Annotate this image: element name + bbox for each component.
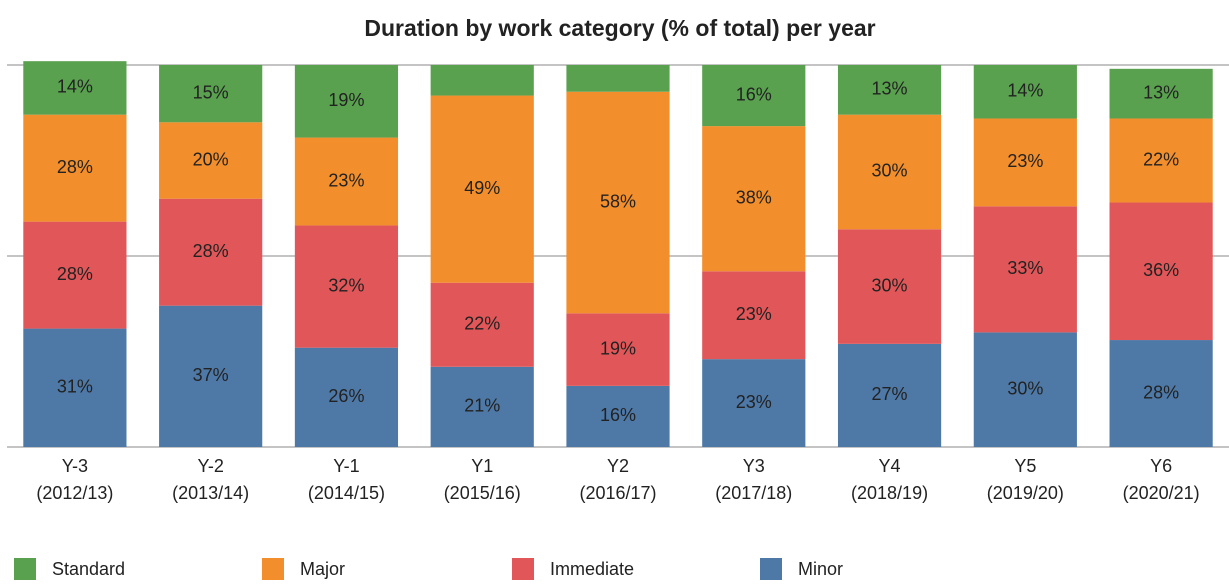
data-label: 19% xyxy=(600,338,636,358)
legend-label: Immediate xyxy=(550,559,634,579)
bar-segment xyxy=(430,282,534,367)
chart-title: Duration by work category (% of total) p… xyxy=(364,15,875,41)
data-label: 14% xyxy=(1007,80,1043,100)
x-tick-label: Y-2 xyxy=(197,456,223,476)
x-tick-label: (2013/14) xyxy=(172,483,249,503)
bar-segment xyxy=(837,343,942,447)
data-label: 23% xyxy=(736,304,772,324)
bar-segment xyxy=(23,61,127,115)
bar-segment xyxy=(566,65,670,92)
data-label: 30% xyxy=(872,275,908,295)
data-label: 16% xyxy=(736,84,772,104)
bar-segment xyxy=(294,137,399,226)
x-tick-label: (2014/15) xyxy=(308,483,385,503)
data-label: 28% xyxy=(57,264,93,284)
legend-label: Major xyxy=(300,559,345,579)
data-label: 19% xyxy=(328,90,364,110)
data-label: 22% xyxy=(464,314,500,334)
data-label: 23% xyxy=(736,392,772,412)
bar-segment xyxy=(702,126,806,272)
bar-segment xyxy=(430,95,534,283)
bar-segment xyxy=(430,366,534,447)
data-label: 28% xyxy=(57,157,93,177)
data-label: 22% xyxy=(1143,149,1179,169)
data-label: 16% xyxy=(600,405,636,425)
data-label: 26% xyxy=(328,386,364,406)
x-tick-label: (2019/20) xyxy=(987,483,1064,503)
bar-segment xyxy=(702,271,806,360)
data-label: 32% xyxy=(328,275,364,295)
bar-segment xyxy=(973,332,1077,447)
data-label: 15% xyxy=(193,82,229,102)
x-tick-label: Y3 xyxy=(743,456,765,476)
bar-segment xyxy=(23,328,127,447)
x-tick-label: Y2 xyxy=(607,456,629,476)
x-tick-label: (2018/19) xyxy=(851,483,928,503)
bar-segment xyxy=(973,206,1077,333)
legend-swatch xyxy=(512,558,534,580)
bar-segment xyxy=(159,198,263,306)
bar-segment xyxy=(566,91,670,314)
bar-segment xyxy=(1109,118,1213,203)
x-tick-label: Y6 xyxy=(1150,456,1172,476)
bar-segment xyxy=(702,65,806,127)
legend-label: Minor xyxy=(798,559,843,579)
bar-segment xyxy=(1109,68,1213,119)
bar-segment xyxy=(430,65,534,96)
x-tick-label: Y5 xyxy=(1014,456,1036,476)
x-tick-label: (2017/18) xyxy=(715,483,792,503)
bar-segment xyxy=(566,313,670,386)
bar-segment xyxy=(159,122,263,199)
bar-segment xyxy=(1109,340,1213,447)
data-label: 28% xyxy=(1143,382,1179,402)
bar-segment xyxy=(973,118,1077,207)
bar-segment xyxy=(23,114,127,222)
data-label: 37% xyxy=(193,365,229,385)
data-label: 31% xyxy=(57,377,93,397)
legend-swatch xyxy=(760,558,782,580)
data-label: 30% xyxy=(872,161,908,181)
bar-segment xyxy=(1109,202,1213,341)
bar-segment xyxy=(837,114,942,230)
x-tick-label: (2012/13) xyxy=(36,483,113,503)
data-label: 23% xyxy=(1007,151,1043,171)
data-label: 21% xyxy=(464,396,500,416)
bar-segment xyxy=(294,347,399,447)
bar-segment xyxy=(837,65,942,115)
x-tick-label: Y-1 xyxy=(333,456,359,476)
data-label: 27% xyxy=(872,384,908,404)
data-label: 28% xyxy=(193,241,229,261)
bar-segment xyxy=(702,359,806,447)
legend-swatch xyxy=(262,558,284,580)
data-label: 38% xyxy=(736,187,772,207)
legend-swatch xyxy=(14,558,36,580)
data-label: 49% xyxy=(464,178,500,198)
bar-segment xyxy=(159,305,263,447)
x-tick-label: Y1 xyxy=(471,456,493,476)
bar-segment xyxy=(973,65,1077,119)
data-label: 30% xyxy=(1007,378,1043,398)
bar-segment xyxy=(837,229,942,344)
data-label: 13% xyxy=(872,79,908,99)
data-label: 58% xyxy=(600,191,636,211)
bar-segment xyxy=(23,221,127,329)
x-tick-label: (2015/16) xyxy=(444,483,521,503)
data-label: 13% xyxy=(1143,82,1179,102)
bar-segment xyxy=(159,65,263,123)
x-tick-label: Y4 xyxy=(879,456,901,476)
bar-segment xyxy=(294,65,399,138)
bar-segment xyxy=(566,385,670,447)
bar-segment xyxy=(294,225,399,348)
data-label: 33% xyxy=(1007,258,1043,278)
x-tick-label: (2016/17) xyxy=(579,483,656,503)
data-label: 36% xyxy=(1143,260,1179,280)
legend-label: Standard xyxy=(52,559,125,579)
x-tick-label: Y-3 xyxy=(62,456,88,476)
data-label: 14% xyxy=(57,77,93,97)
data-label: 20% xyxy=(193,149,229,169)
x-tick-label: (2020/21) xyxy=(1123,483,1200,503)
data-label: 23% xyxy=(328,170,364,190)
